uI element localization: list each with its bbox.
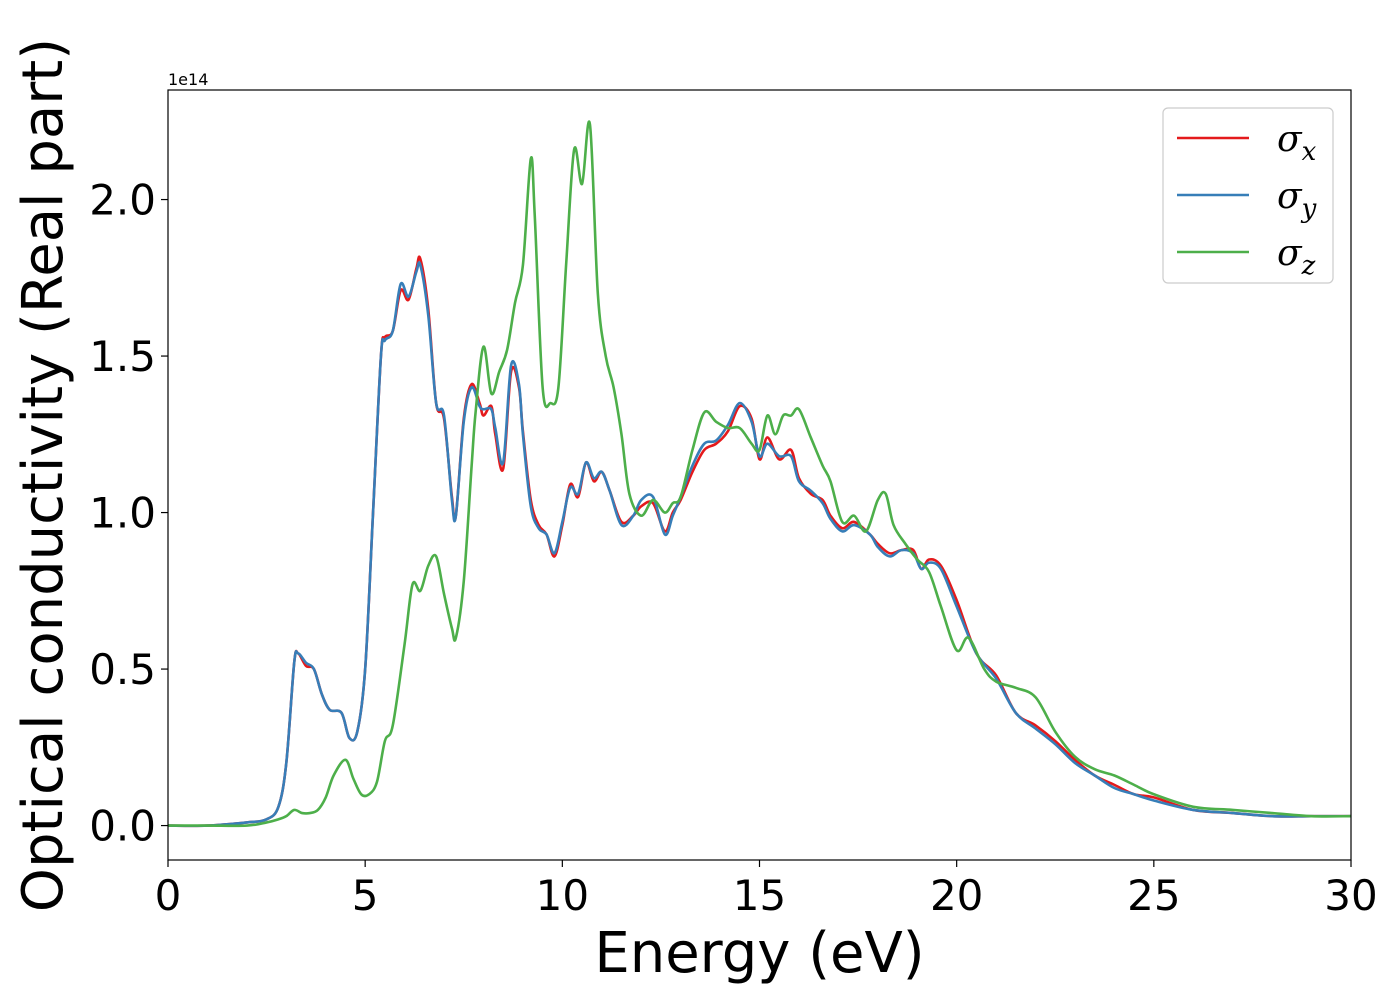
x-axis: 0 5 10 15 20 25 30 xyxy=(155,860,1378,920)
legend-label-subscript: y xyxy=(1301,194,1317,224)
y-tick-label: 1.5 xyxy=(89,332,156,381)
x-tick-label: 0 xyxy=(155,871,182,920)
y-tick-label: 0.5 xyxy=(89,645,156,694)
legend-label-symbol: σ xyxy=(1277,119,1303,160)
legend-label-symbol: σ xyxy=(1277,176,1303,217)
legend-label-subscript: z xyxy=(1301,251,1316,281)
series-line-y xyxy=(168,261,1351,828)
y-axis-offset-label: 1e14 xyxy=(168,70,208,89)
legend-label-subscript: x xyxy=(1302,137,1317,167)
x-tick-label: 30 xyxy=(1324,871,1377,920)
x-tick-label: 25 xyxy=(1127,871,1180,920)
y-axis: 0.0 0.5 1.0 1.5 2.0 xyxy=(89,176,168,851)
legend-label-y: σy xyxy=(1277,176,1317,224)
y-tick-label: 1.0 xyxy=(89,489,156,538)
x-tick-label: 5 xyxy=(352,871,379,920)
x-tick-label: 15 xyxy=(733,871,786,920)
legend-label-x: σx xyxy=(1277,119,1317,167)
y-axis-title: Optical conductivity (Real part) xyxy=(11,38,76,912)
legend-label-symbol: σ xyxy=(1277,233,1303,274)
series-line-z xyxy=(168,120,1351,828)
y-tick-label: 2.0 xyxy=(89,176,156,225)
legend-label-z: σz xyxy=(1277,233,1316,281)
x-tick-label: 20 xyxy=(930,871,983,920)
y-tick-label: 0.0 xyxy=(89,802,156,851)
x-tick-label: 10 xyxy=(536,871,589,920)
series-layer xyxy=(168,120,1351,828)
x-axis-title: Energy (eV) xyxy=(594,921,924,986)
